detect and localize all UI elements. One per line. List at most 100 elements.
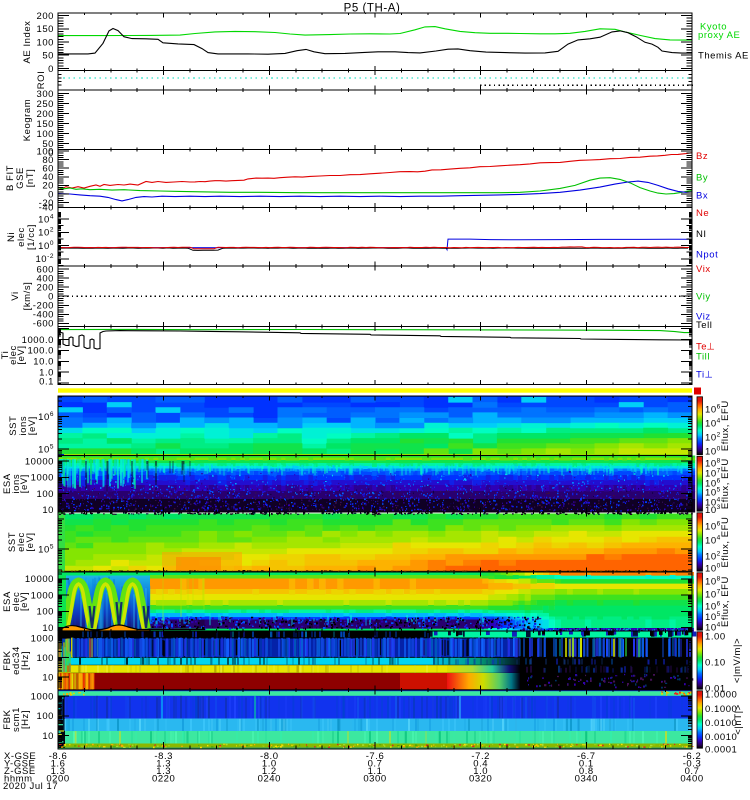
svg-text:ions: ions <box>11 474 22 494</box>
svg-text:105: 105 <box>38 543 54 555</box>
svg-text:Viz: Viz <box>696 311 711 322</box>
svg-text:[eV]: [eV] <box>25 532 36 551</box>
svg-text:150: 150 <box>36 24 54 35</box>
svg-text:Kyoto: Kyoto <box>700 21 727 32</box>
svg-text:100.0: 100.0 <box>27 346 54 357</box>
svg-text:Tell: Tell <box>696 320 712 331</box>
svg-text:Ti: Ti <box>0 351 11 360</box>
svg-text:106: 106 <box>705 403 721 415</box>
svg-text:1.6: 1.6 <box>51 758 66 769</box>
svg-text:0.8: 0.8 <box>579 766 594 777</box>
svg-text:hhmm: hhmm <box>4 773 33 784</box>
svg-text:1.0: 1.0 <box>39 368 54 379</box>
svg-text:-400: -400 <box>33 310 54 321</box>
svg-text:P5 (TH-A): P5 (TH-A) <box>344 3 401 15</box>
svg-text:1000: 1000 <box>31 691 54 702</box>
svg-text:250: 250 <box>36 99 54 110</box>
svg-text:1.3: 1.3 <box>51 766 66 777</box>
svg-text:<|nT|>: <|nT|> <box>733 704 744 734</box>
svg-text:<|mV/m|>: <|mV/m|> <box>732 638 743 683</box>
svg-text:Eflux, EFU: Eflux, EFU <box>720 517 731 568</box>
svg-text:[km/s]: [km/s] <box>22 282 33 311</box>
svg-text:0.1000: 0.1000 <box>705 704 737 715</box>
svg-text:Te: Te <box>696 341 707 352</box>
svg-text:106: 106 <box>38 411 54 423</box>
svg-text:1.0: 1.0 <box>473 766 488 777</box>
svg-text:1.0: 1.0 <box>262 758 277 769</box>
svg-text:Till: Till <box>696 351 710 362</box>
svg-text:0.4: 0.4 <box>473 758 488 769</box>
svg-text:1.2: 1.2 <box>262 766 277 777</box>
svg-text:ESA: ESA <box>2 591 13 612</box>
svg-text:400: 400 <box>36 273 54 284</box>
svg-text:100: 100 <box>36 489 54 500</box>
svg-text:108: 108 <box>705 575 721 587</box>
svg-text:100: 100 <box>705 445 721 457</box>
svg-text:0340: 0340 <box>575 773 598 784</box>
svg-text:-8.0: -8.0 <box>260 751 279 762</box>
svg-text:60: 60 <box>42 164 54 175</box>
svg-text:10: 10 <box>42 505 54 516</box>
svg-text:[eV]: [eV] <box>19 474 30 493</box>
svg-text:[eV]: [eV] <box>19 592 30 611</box>
svg-text:B FIT: B FIT <box>5 165 16 191</box>
svg-text:Keogram: Keogram <box>22 99 33 141</box>
svg-text:-600: -600 <box>33 319 54 330</box>
svg-text:0320: 0320 <box>469 773 492 784</box>
svg-text:⊥: ⊥ <box>707 341 716 352</box>
svg-text:100: 100 <box>38 240 54 252</box>
svg-text:106: 106 <box>705 520 721 532</box>
svg-text:100: 100 <box>36 129 54 140</box>
svg-text:10: 10 <box>42 731 54 742</box>
svg-text:600: 600 <box>36 264 54 275</box>
svg-text:Z-GSE: Z-GSE <box>4 766 36 777</box>
svg-text:0: 0 <box>48 189 54 200</box>
svg-text:elec: elec <box>16 227 27 247</box>
svg-text:SST: SST <box>7 532 18 552</box>
svg-text:80: 80 <box>42 155 54 166</box>
svg-text:-0.3: -0.3 <box>683 758 702 769</box>
svg-text:1.1: 1.1 <box>368 766 383 777</box>
svg-text:102: 102 <box>705 550 721 562</box>
svg-text:-6.2: -6.2 <box>683 751 702 762</box>
svg-text:1000: 1000 <box>31 633 54 644</box>
svg-text:100: 100 <box>36 37 54 48</box>
svg-text:100: 100 <box>705 562 721 574</box>
svg-text:[eV]: [eV] <box>16 345 27 364</box>
svg-text:FBK: FBK <box>2 709 13 729</box>
svg-text:100: 100 <box>36 607 54 618</box>
svg-text:20: 20 <box>42 181 54 192</box>
svg-text:Ne: Ne <box>696 208 709 219</box>
svg-text:103: 103 <box>705 504 721 516</box>
svg-text:104: 104 <box>38 213 54 225</box>
svg-text:105: 105 <box>705 611 721 623</box>
svg-text:1.3: 1.3 <box>156 758 171 769</box>
svg-text:AE Index: AE Index <box>22 21 33 64</box>
svg-text:108: 108 <box>705 457 721 469</box>
svg-text:1000: 1000 <box>31 590 54 601</box>
svg-text:0.0010: 0.0010 <box>705 732 737 743</box>
svg-text:Vix: Vix <box>696 264 711 275</box>
svg-text:0: 0 <box>48 64 54 75</box>
svg-text:By: By <box>696 172 708 183</box>
svg-text:[Hz]: [Hz] <box>20 651 31 670</box>
svg-text:0.1: 0.1 <box>579 758 594 769</box>
svg-text:ions: ions <box>18 416 29 436</box>
svg-text:0200: 0200 <box>46 773 69 784</box>
svg-text:Viy: Viy <box>696 291 711 302</box>
svg-text:107: 107 <box>705 588 721 600</box>
svg-text:102: 102 <box>705 431 721 443</box>
svg-text:-40: -40 <box>39 203 54 214</box>
svg-text:[eV]: [eV] <box>27 416 38 435</box>
svg-text:ROI: ROI <box>36 71 47 90</box>
svg-text:0.7: 0.7 <box>368 758 383 769</box>
svg-text:FBK: FBK <box>2 650 13 670</box>
svg-text:elec: elec <box>11 592 22 612</box>
svg-text:0.7: 0.7 <box>685 766 700 777</box>
svg-text:100: 100 <box>36 146 54 157</box>
svg-text:104: 104 <box>705 621 721 633</box>
svg-text:100: 100 <box>36 711 54 722</box>
svg-text:Eflux, EFU: Eflux, EFU <box>720 400 731 451</box>
svg-text:Bz: Bz <box>696 151 708 162</box>
svg-text:scm1: scm1 <box>11 707 22 732</box>
